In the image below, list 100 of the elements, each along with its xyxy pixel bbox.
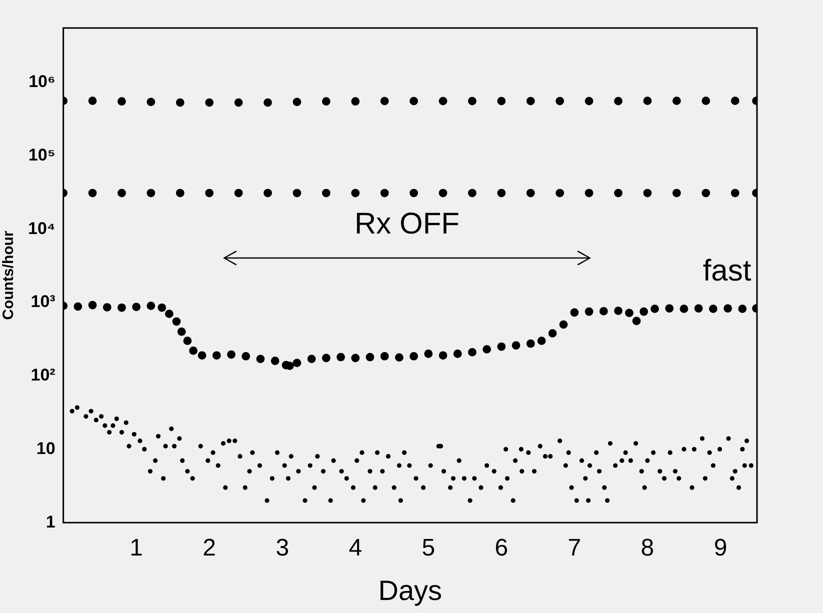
point bbox=[270, 356, 280, 366]
point bbox=[702, 96, 710, 106]
point bbox=[640, 307, 648, 316]
y-tick-label: 10 bbox=[36, 438, 56, 458]
y-tick-label: 10⁶ bbox=[28, 72, 56, 92]
point bbox=[146, 302, 156, 310]
point bbox=[468, 188, 476, 198]
point bbox=[556, 96, 564, 106]
point bbox=[599, 307, 608, 316]
annotation: fast bbox=[702, 254, 752, 288]
point bbox=[380, 352, 389, 360]
point bbox=[322, 354, 330, 362]
point bbox=[643, 188, 652, 198]
y-tick-label: 1 bbox=[46, 512, 56, 532]
point bbox=[730, 96, 740, 106]
point bbox=[410, 188, 418, 198]
point bbox=[395, 353, 404, 362]
point bbox=[158, 303, 166, 312]
point bbox=[526, 96, 535, 106]
point bbox=[172, 317, 181, 326]
point bbox=[526, 339, 535, 348]
point bbox=[410, 352, 418, 360]
point bbox=[526, 188, 535, 198]
point bbox=[380, 188, 389, 198]
point bbox=[118, 303, 126, 312]
point bbox=[584, 307, 594, 316]
point bbox=[424, 350, 433, 358]
point bbox=[183, 336, 192, 346]
point bbox=[614, 306, 622, 315]
point bbox=[738, 304, 747, 313]
point bbox=[614, 188, 622, 198]
point bbox=[694, 304, 703, 313]
x-tick-label: 5 bbox=[422, 534, 436, 562]
point bbox=[366, 352, 374, 362]
point bbox=[88, 96, 97, 106]
point bbox=[548, 329, 557, 338]
point bbox=[234, 98, 243, 107]
point bbox=[584, 96, 594, 106]
point bbox=[556, 188, 564, 198]
point bbox=[256, 354, 265, 364]
y-tick-label: 10⁵ bbox=[28, 145, 56, 164]
point bbox=[292, 188, 302, 198]
point bbox=[146, 188, 156, 198]
point bbox=[146, 98, 156, 106]
y-tick-label: 10³ bbox=[30, 292, 56, 312]
point bbox=[512, 341, 520, 350]
point bbox=[242, 352, 250, 360]
point bbox=[322, 188, 330, 198]
y-tick-label: 10⁴ bbox=[28, 218, 56, 238]
point bbox=[438, 96, 448, 106]
point bbox=[453, 350, 462, 358]
point bbox=[189, 346, 198, 355]
point bbox=[570, 308, 579, 317]
point bbox=[292, 98, 302, 106]
point bbox=[672, 188, 681, 198]
point bbox=[74, 302, 82, 311]
y-tick-label: 10² bbox=[30, 366, 56, 385]
point bbox=[212, 351, 221, 360]
point bbox=[307, 354, 316, 364]
point bbox=[322, 97, 330, 106]
point bbox=[497, 96, 506, 106]
point bbox=[724, 304, 732, 313]
point bbox=[708, 304, 718, 313]
point bbox=[132, 302, 141, 312]
point bbox=[198, 351, 206, 360]
point bbox=[234, 188, 243, 198]
point bbox=[497, 188, 506, 198]
point bbox=[336, 352, 345, 362]
point bbox=[650, 304, 659, 313]
x-tick-label: 2 bbox=[202, 534, 216, 562]
point bbox=[438, 351, 448, 360]
point bbox=[672, 96, 681, 106]
annotation: Rx OFF bbox=[354, 207, 460, 240]
x-tick-label: 6 bbox=[494, 534, 508, 562]
point bbox=[537, 336, 546, 346]
point bbox=[264, 98, 272, 107]
point bbox=[176, 98, 184, 107]
point bbox=[88, 188, 97, 198]
x-tick-label: 9 bbox=[714, 534, 728, 562]
point bbox=[102, 303, 112, 312]
point bbox=[702, 188, 710, 198]
point bbox=[730, 188, 740, 198]
point bbox=[176, 188, 184, 198]
x-tick-label: 8 bbox=[640, 534, 654, 562]
point bbox=[292, 358, 302, 368]
y-axis-title: Counts/hour bbox=[0, 230, 18, 320]
point bbox=[351, 188, 360, 198]
point bbox=[680, 304, 688, 313]
point bbox=[410, 96, 418, 106]
point bbox=[468, 96, 476, 106]
point bbox=[438, 188, 448, 198]
point bbox=[351, 97, 360, 106]
point bbox=[380, 96, 389, 106]
point bbox=[625, 308, 634, 318]
point bbox=[351, 354, 360, 362]
x-tick-label: 1 bbox=[130, 534, 144, 562]
point bbox=[177, 327, 186, 336]
x-tick-label: 3 bbox=[276, 534, 290, 562]
point bbox=[164, 310, 174, 318]
point bbox=[205, 98, 214, 107]
